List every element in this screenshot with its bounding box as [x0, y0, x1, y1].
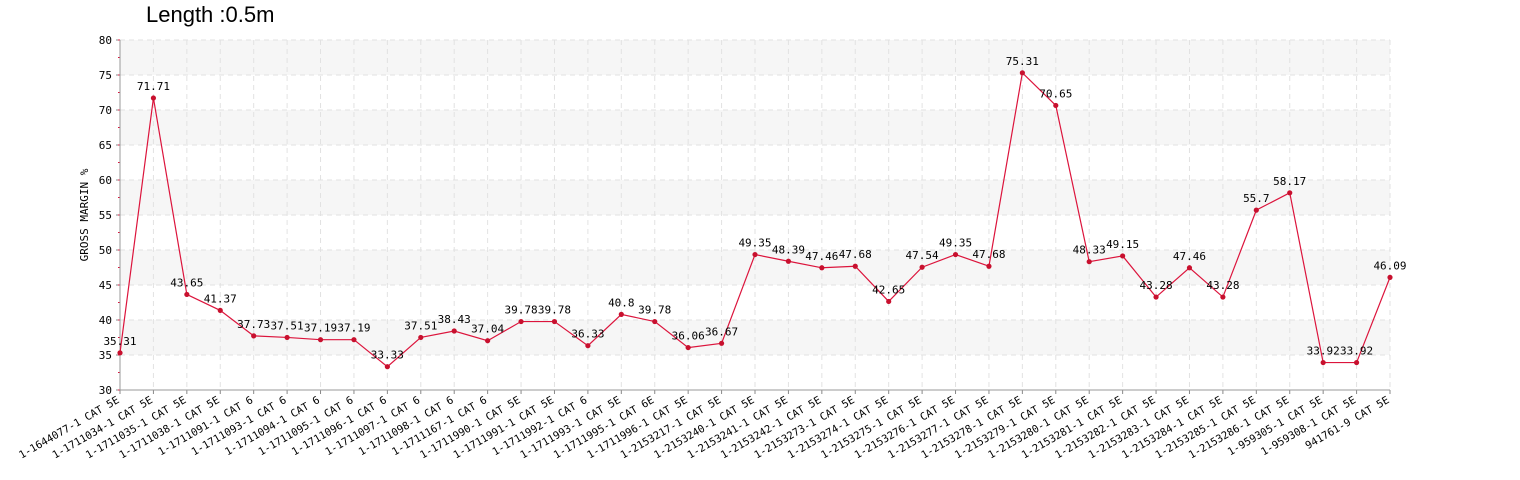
data-point — [1186, 265, 1193, 271]
data-point — [317, 337, 324, 343]
data-point — [1253, 207, 1259, 213]
data-label: 36.33 — [571, 328, 604, 341]
data-point — [1153, 294, 1159, 300]
y-tick-label: 55 — [99, 209, 112, 222]
data-point — [451, 328, 457, 334]
data-label: 46.09 — [1373, 259, 1406, 272]
data-label: 41.37 — [204, 292, 237, 305]
data-label: 37.04 — [471, 323, 504, 336]
data-point — [852, 263, 858, 269]
data-point — [952, 251, 959, 258]
data-label: 37.19 — [304, 322, 337, 335]
data-point — [184, 291, 190, 298]
data-point — [1220, 294, 1226, 300]
data-label: 37.19 — [337, 322, 370, 335]
y-tick-label: 45 — [99, 279, 112, 292]
data-label: 36.06 — [672, 330, 705, 343]
data-label: 47.46 — [1173, 250, 1206, 263]
data-point — [1287, 190, 1293, 196]
data-label: 49.35 — [939, 237, 972, 250]
data-label: 47.46 — [805, 250, 838, 263]
data-label: 70.65 — [1039, 87, 1072, 100]
data-point — [1387, 274, 1393, 280]
data-label: 40.8 — [608, 296, 635, 309]
data-point — [618, 311, 624, 317]
data-label: 42.65 — [872, 283, 905, 296]
data-point — [652, 318, 658, 325]
x-axis: 1-1644077-1 CAT 5E1-1711034-1 CAT 5E1-17… — [17, 389, 1392, 461]
data-label: 43.28 — [1139, 279, 1172, 292]
data-label: 75.31 — [1006, 55, 1039, 68]
data-point — [585, 343, 591, 349]
data-label: 39.78 — [504, 304, 537, 317]
data-point — [752, 251, 758, 258]
data-point — [117, 350, 123, 356]
data-point — [886, 298, 892, 305]
data-label: 71.71 — [137, 80, 170, 93]
data-label: 55.7 — [1243, 192, 1270, 205]
y-tick-label: 60 — [99, 174, 112, 187]
y-tick-label: 75 — [99, 69, 112, 82]
data-point — [819, 265, 825, 271]
data-label: 48.33 — [1073, 244, 1106, 257]
y-tick-label: 40 — [99, 314, 112, 327]
data-label: 39.78 — [638, 304, 671, 317]
data-point — [485, 338, 491, 344]
data-point — [1053, 102, 1059, 109]
data-point — [1320, 359, 1326, 366]
y-tick-label: 30 — [99, 384, 112, 397]
y-axis: 30 35 40 45 50 55 60 65 70 75 80 — [99, 34, 121, 397]
y-axis-label: GROSS MARGIN % — [78, 168, 91, 261]
data-point — [1019, 70, 1025, 76]
data-label: 36.67 — [705, 325, 738, 338]
data-label: 37.73 — [237, 318, 270, 331]
data-point — [919, 264, 925, 270]
data-point — [1353, 359, 1360, 366]
data-point — [1086, 259, 1092, 265]
data-point — [986, 263, 992, 269]
data-label: 37.51 — [271, 319, 304, 332]
data-point — [251, 333, 257, 339]
data-point — [418, 334, 424, 341]
y-tick-label: 80 — [99, 34, 112, 47]
data-label: 33.92 — [1307, 345, 1340, 358]
data-label: 35.31 — [103, 335, 136, 348]
data-point — [384, 364, 390, 370]
y-tick-label: 70 — [99, 104, 112, 117]
data-label: 48.39 — [772, 243, 805, 256]
data-point — [718, 340, 725, 346]
data-label: 47.54 — [906, 249, 939, 262]
y-tick-label: 35 — [99, 349, 112, 362]
data-point — [518, 318, 524, 325]
data-point — [351, 337, 357, 343]
y-tick-label: 50 — [99, 244, 112, 257]
data-point — [284, 334, 290, 341]
data-label: 37.51 — [404, 319, 437, 332]
data-point — [217, 307, 223, 314]
data-point — [150, 95, 157, 101]
data-point — [551, 318, 558, 325]
data-label: 49.35 — [738, 237, 771, 250]
chart-title: Length :0.5m — [146, 2, 274, 27]
y-tick-label: 65 — [99, 139, 112, 152]
data-label: 47.68 — [972, 248, 1005, 261]
data-label: 43.65 — [170, 276, 203, 289]
data-label: 33.33 — [371, 349, 404, 362]
data-point — [1120, 253, 1126, 259]
data-label: 49.15 — [1106, 238, 1139, 251]
data-point — [685, 344, 691, 351]
data-label: 33.92 — [1340, 345, 1373, 358]
data-label: 58.17 — [1273, 175, 1306, 188]
data-label: 38.43 — [438, 313, 471, 326]
data-label: 47.68 — [839, 248, 872, 261]
data-point — [785, 258, 792, 264]
data-label: 43.28 — [1206, 279, 1239, 292]
data-label: 39.78 — [538, 304, 571, 317]
